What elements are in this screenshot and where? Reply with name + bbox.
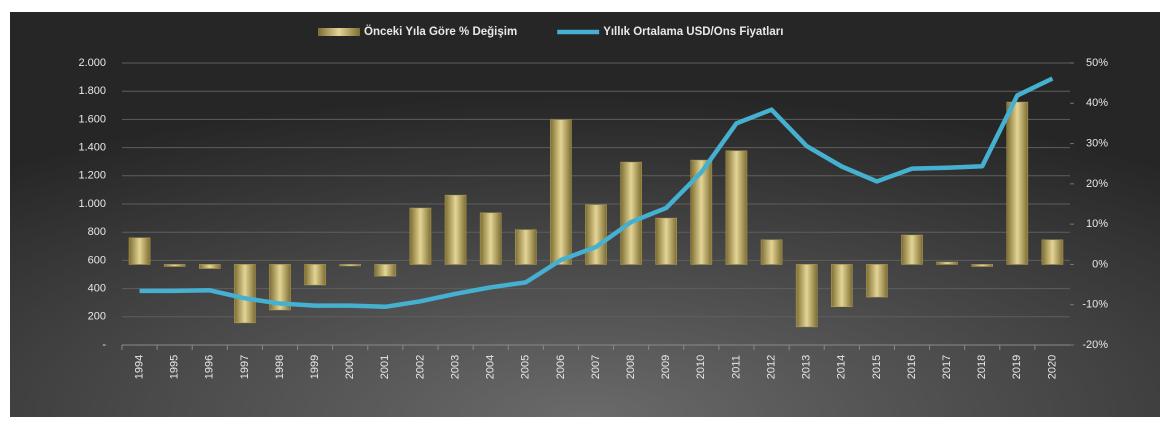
y-tick-label: 800 — [88, 226, 106, 238]
bar — [198, 264, 221, 269]
bar — [444, 194, 467, 265]
x-tick-label: 2008 — [625, 355, 637, 379]
bar — [585, 204, 607, 265]
bar — [128, 237, 151, 265]
x-tick-label: 2000 — [344, 355, 356, 379]
bar — [725, 150, 748, 265]
y-tick-label: 200 — [88, 311, 106, 323]
x-tick-label: 2011 — [730, 355, 742, 379]
y-tick-label: 400 — [88, 283, 106, 295]
bar — [269, 264, 291, 311]
y2-tick-label: -20% — [1082, 339, 1108, 351]
y2-tick-label: 20% — [1086, 178, 1108, 190]
y2-tick-label: 10% — [1086, 218, 1108, 230]
bar — [690, 159, 713, 265]
x-tick-label: 2017 — [941, 355, 953, 379]
x-tick-label: 2006 — [555, 355, 567, 379]
y2-tick-label: -10% — [1082, 299, 1108, 311]
x-tick-label: 1997 — [239, 355, 251, 379]
y-tick-label: 1.200 — [78, 170, 106, 182]
legend-label: Yıllık Ortalama USD/Ons Fiyatları — [603, 26, 783, 38]
bar — [304, 264, 326, 286]
bar — [1006, 101, 1029, 265]
bar — [550, 119, 572, 265]
bar — [374, 264, 397, 277]
bar — [866, 264, 888, 298]
bar — [760, 239, 783, 265]
x-tick-label: 2015 — [871, 355, 883, 379]
x-tick-label: 2004 — [485, 355, 497, 379]
chart-background — [10, 12, 1160, 417]
x-tick-label: 1994 — [133, 355, 145, 379]
x-tick-label: 2014 — [836, 355, 848, 379]
bar — [409, 207, 432, 265]
y2-tick-label: 50% — [1086, 57, 1108, 69]
x-tick-label: 2013 — [801, 355, 813, 379]
bar — [971, 264, 994, 267]
legend-label: Önceki Yıla Göre % Değişim — [364, 25, 517, 38]
y2-tick-label: 30% — [1086, 137, 1108, 149]
bar — [514, 229, 537, 265]
x-tick-label: 2009 — [660, 355, 672, 379]
x-tick-label: 1998 — [274, 355, 286, 379]
bar — [479, 212, 502, 265]
x-tick-label: 1995 — [169, 355, 181, 379]
bar — [795, 264, 818, 328]
x-tick-label: 2003 — [449, 355, 461, 379]
bar — [830, 264, 853, 307]
y2-tick-label: 0% — [1092, 258, 1108, 270]
x-tick-label: 2010 — [695, 355, 707, 379]
legend-swatch — [318, 28, 360, 36]
bar — [655, 217, 678, 265]
line — [139, 76, 1054, 310]
y-tick-label: - — [102, 339, 106, 351]
bar — [234, 264, 256, 324]
y2-tick-label: 40% — [1086, 97, 1108, 109]
x-tick-label: 2005 — [520, 355, 532, 379]
x-tick-label: 1996 — [204, 355, 216, 379]
x-tick-label: 2020 — [1046, 355, 1058, 379]
x-tick-label: 2012 — [765, 355, 777, 379]
bar — [936, 261, 958, 265]
x-tick-label: 2018 — [976, 355, 988, 379]
x-tick-label: 2019 — [1011, 355, 1023, 379]
x-tick-label: 2007 — [590, 355, 602, 379]
bar — [901, 234, 923, 265]
bar — [163, 264, 186, 267]
y-tick-label: 1.400 — [78, 142, 106, 154]
bar — [620, 161, 642, 265]
x-tick-label: 2002 — [414, 355, 426, 379]
y-tick-label: 600 — [88, 254, 106, 266]
y-tick-label: 1.000 — [78, 198, 106, 210]
x-tick-label: 2016 — [906, 355, 918, 379]
legend: Önceki Yıla Göre % Değişim Yıllık Ortalam… — [318, 25, 783, 38]
x-tick-label: 2001 — [379, 355, 391, 379]
y-tick-label: 2.000 — [78, 57, 106, 69]
bar — [1041, 239, 1064, 265]
y-tick-label: 1.800 — [78, 85, 106, 97]
y-tick-label: 1.600 — [78, 113, 106, 125]
x-tick-label: 1999 — [309, 355, 321, 379]
bar — [339, 264, 362, 267]
